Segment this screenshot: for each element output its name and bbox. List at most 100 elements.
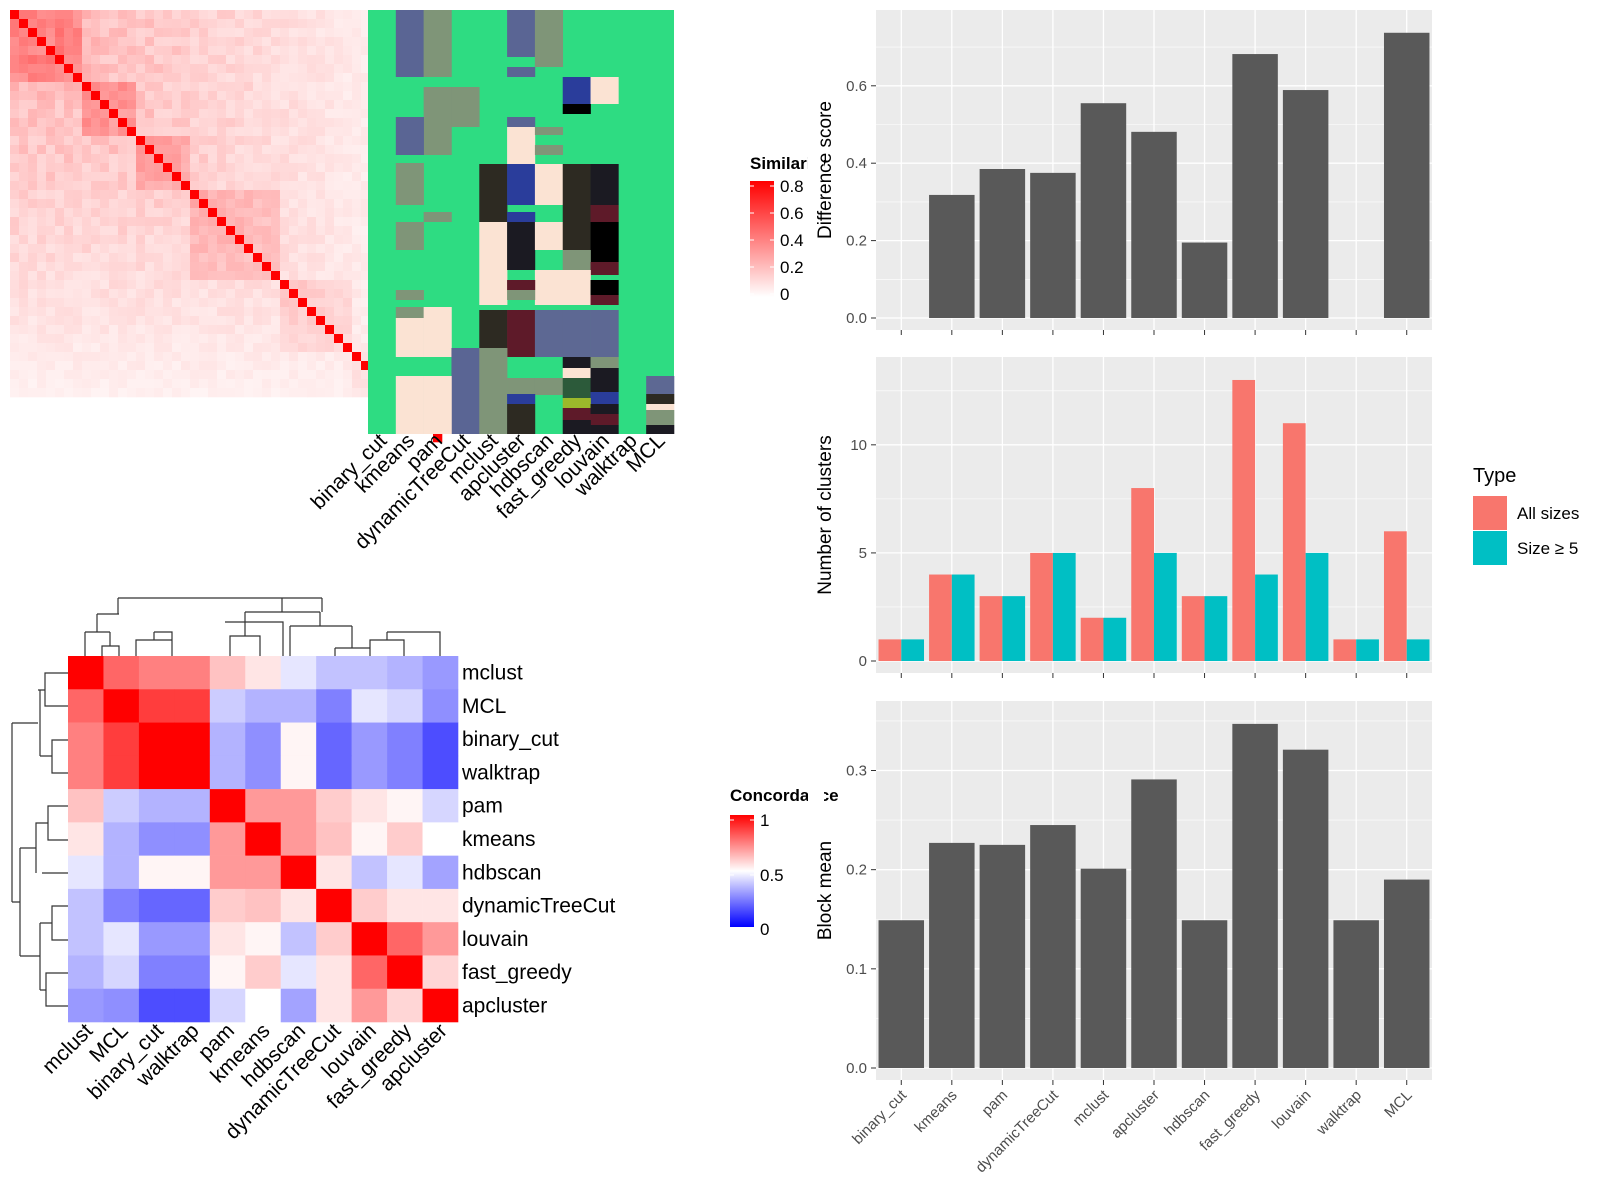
similarity-cell: [352, 64, 362, 74]
similarity-cell: [181, 73, 191, 83]
similarity-cell: [325, 100, 335, 110]
membership-cell: [479, 348, 508, 378]
similarity-cell: [199, 244, 209, 254]
similarity-cell: [361, 118, 371, 128]
similarity-cell: [307, 262, 317, 272]
similarity-cell: [10, 82, 20, 92]
similarity-cell: [316, 109, 326, 119]
similarity-cell: [46, 154, 56, 164]
similarity-cell: [82, 127, 92, 137]
similarity-cell: [298, 37, 308, 47]
similarity-cell: [91, 379, 101, 389]
similarity-cell: [217, 127, 227, 137]
similarity-cell: [19, 289, 29, 299]
concordance-cell: [280, 922, 317, 956]
similarity-cell: [127, 28, 137, 38]
similarity-cell: [136, 244, 146, 254]
similarity-cell: [190, 226, 200, 236]
concordance-cell: [351, 955, 388, 990]
similarity-cell: [145, 163, 155, 173]
similarity-cell: [82, 73, 92, 83]
similarity-cell: [316, 334, 326, 344]
similarity-cell: [145, 217, 155, 227]
similarity-cell: [64, 64, 74, 74]
membership-cell: [507, 310, 536, 357]
bar: [1131, 131, 1177, 318]
dendrogram-branch: [225, 621, 291, 656]
similarity-cell: [325, 226, 335, 236]
concordance-cell: [316, 656, 352, 690]
similarity-cell: [325, 244, 335, 254]
similarity-cell: [46, 28, 56, 38]
similarity-cell: [226, 73, 236, 83]
similarity-cell: [199, 172, 209, 182]
similarity-cell: [289, 109, 299, 119]
similarity-cell: [298, 325, 308, 335]
similarity-cell: [28, 271, 38, 281]
similarity-cell: [10, 262, 20, 272]
similarity-cell: [208, 46, 218, 56]
similarity-cell: [235, 298, 245, 308]
similarity-cell: [172, 388, 182, 398]
similarity-cell: [109, 370, 119, 380]
similarity-cell: [136, 388, 146, 398]
similarity-cell: [100, 55, 110, 65]
similarity-cell: [82, 118, 92, 128]
similarity-cell: [28, 181, 38, 191]
similarity-cell: [10, 28, 20, 38]
similarity-cell: [253, 271, 263, 281]
similarity-cell: [73, 46, 83, 56]
similarity-cell: [316, 271, 326, 281]
similarity-cell: [82, 208, 92, 218]
similarity-cell: [64, 154, 74, 164]
similarity-cell: [46, 289, 56, 299]
concordance-cell: [351, 722, 388, 757]
bar: [1356, 639, 1379, 661]
similarity-cell: [316, 361, 326, 371]
concordance-cell: [209, 689, 246, 723]
similarity-heatmap: [10, 10, 443, 443]
similarity-cell: [316, 55, 326, 65]
membership-cell: [507, 117, 536, 127]
similarity-cell: [37, 163, 47, 173]
similarity-cell: [91, 55, 101, 65]
similarity-cell: [109, 82, 119, 92]
similarity-cell: [91, 145, 101, 155]
similarity-cell: [190, 145, 200, 155]
similarity-cell: [163, 37, 173, 47]
similarity-cell: [91, 28, 101, 38]
similarity-cell: [289, 55, 299, 65]
concordance-tick-label: 1: [760, 811, 769, 830]
similarity-cell: [37, 208, 47, 218]
concordance-cell: [138, 656, 175, 690]
similarity-cell: [163, 325, 173, 335]
similarity-cell: [325, 262, 335, 272]
similarity-cell: [127, 172, 137, 182]
similarity-cell: [208, 244, 218, 254]
similarity-cell: [154, 334, 164, 344]
similarity-cell: [19, 91, 29, 101]
similarity-cell: [280, 73, 290, 83]
similarity-cell: [64, 163, 74, 173]
similarity-cell: [253, 253, 263, 263]
concordance-row-label: mclust: [462, 662, 523, 685]
similarity-cell: [82, 19, 92, 29]
similarity-cell: [145, 10, 155, 20]
similarity-cell: [127, 82, 137, 92]
similarity-cell: [199, 163, 209, 173]
similarity-cell: [361, 343, 371, 353]
similarity-cell: [235, 343, 245, 353]
similarity-cell: [361, 64, 371, 74]
similarity-cell: [190, 253, 200, 263]
concordance-row-label: MCL: [462, 695, 506, 718]
similarity-cell: [289, 37, 299, 47]
similarity-cell: [37, 64, 47, 74]
concordance-cell: [422, 888, 459, 923]
similarity-cell: [271, 190, 281, 200]
similarity-cell: [109, 298, 119, 308]
similarity-cell: [217, 28, 227, 38]
similarity-cell: [361, 82, 371, 92]
similarity-cell: [127, 109, 137, 119]
similarity-cell: [28, 73, 38, 83]
similarity-cell: [316, 28, 326, 38]
